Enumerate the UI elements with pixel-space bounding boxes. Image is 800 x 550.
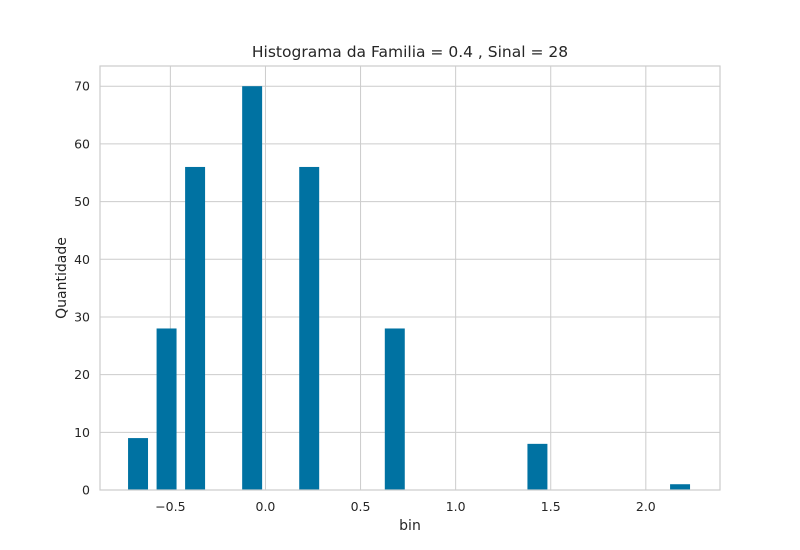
x-tick-label: −0.5 xyxy=(155,499,185,514)
y-tick-label: 40 xyxy=(74,252,90,267)
x-tick-label: 1.5 xyxy=(541,499,561,514)
histogram-bar xyxy=(185,166,206,490)
y-tick-label: 70 xyxy=(74,79,90,94)
bars xyxy=(128,86,691,490)
x-tick-label: 1.0 xyxy=(446,499,466,514)
chart-title: Histograma da Familia = 0.4 , Sinal = 28 xyxy=(252,43,568,61)
x-tick-label: 0.5 xyxy=(351,499,371,514)
histogram-bar xyxy=(299,166,320,490)
histogram-bar xyxy=(242,86,263,490)
histogram-bar xyxy=(384,328,405,490)
y-tick-label: 50 xyxy=(74,194,90,209)
histogram-bar xyxy=(670,484,691,490)
y-tick-label: 30 xyxy=(74,309,90,324)
y-axis-label: Quantidade xyxy=(54,237,70,319)
y-tick-label: 60 xyxy=(74,136,90,151)
y-tick-label: 20 xyxy=(74,367,90,382)
plot-frame xyxy=(99,65,721,491)
x-tick-label: 0.0 xyxy=(256,499,276,514)
histogram-bar xyxy=(128,438,149,490)
x-axis-label: bin xyxy=(399,518,421,534)
y-tick-label: 0 xyxy=(82,483,90,498)
x-tick-labels: −0.5 0.0 0.5 1.0 1.5 2.0 xyxy=(155,499,656,514)
x-tick-label: 2.0 xyxy=(636,499,656,514)
histogram-bar xyxy=(527,443,548,490)
y-tick-label: 10 xyxy=(74,425,90,440)
histogram-bar xyxy=(156,328,177,490)
y-tick-labels: 0 10 20 30 40 50 60 70 xyxy=(74,79,90,498)
